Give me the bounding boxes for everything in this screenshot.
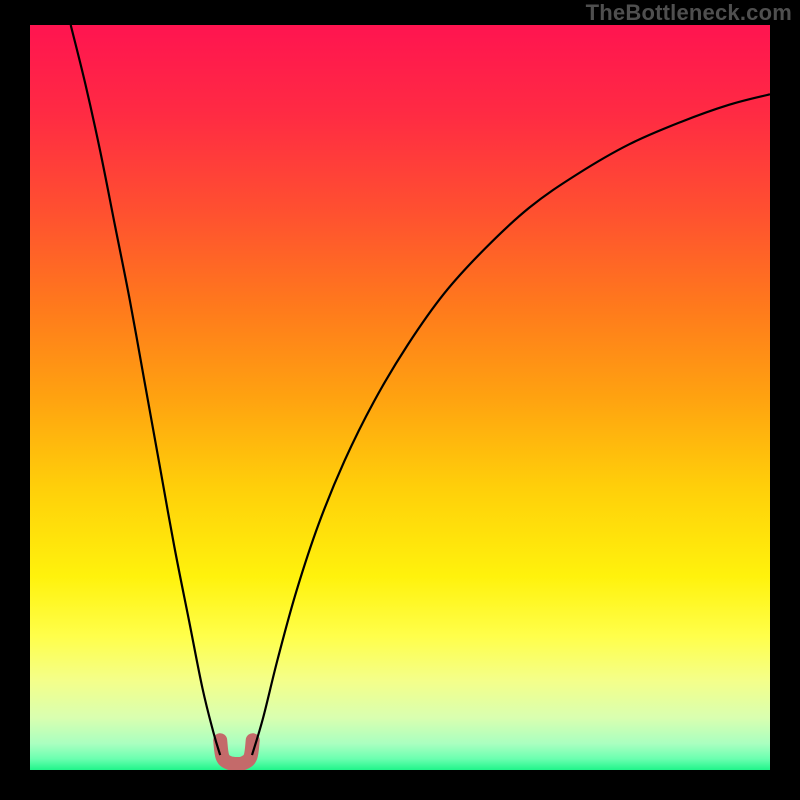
figure-frame: TheBottleneck.com (0, 0, 800, 800)
watermark-text: TheBottleneck.com (586, 0, 792, 26)
plot-area (30, 25, 770, 770)
plot-svg (30, 25, 770, 770)
gradient-background (30, 25, 770, 770)
